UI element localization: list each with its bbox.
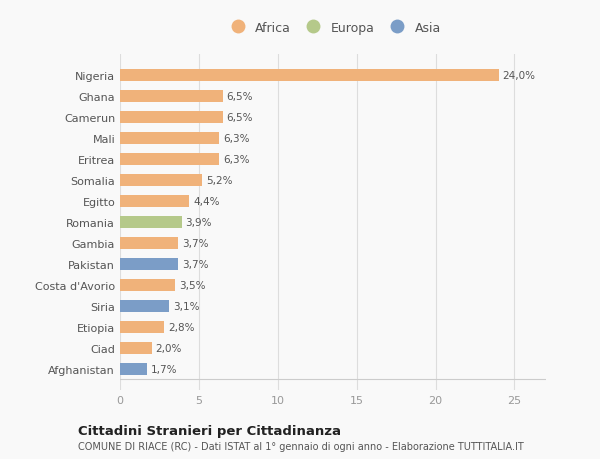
Text: 2,0%: 2,0% xyxy=(155,343,182,353)
Text: 2,8%: 2,8% xyxy=(168,322,194,332)
Text: 6,5%: 6,5% xyxy=(227,92,253,102)
Bar xyxy=(120,196,190,207)
Bar xyxy=(120,91,223,103)
Bar xyxy=(120,301,169,312)
Bar xyxy=(120,342,152,354)
Legend: Africa, Europa, Asia: Africa, Europa, Asia xyxy=(221,18,445,38)
Text: 4,4%: 4,4% xyxy=(193,197,220,207)
Text: 5,2%: 5,2% xyxy=(206,176,232,186)
Bar xyxy=(120,259,178,270)
Text: 1,7%: 1,7% xyxy=(151,364,177,374)
Text: 3,9%: 3,9% xyxy=(185,218,212,228)
Text: 3,5%: 3,5% xyxy=(179,280,206,291)
Bar xyxy=(120,322,164,333)
Text: COMUNE DI RIACE (RC) - Dati ISTAT al 1° gennaio di ogni anno - Elaborazione TUTT: COMUNE DI RIACE (RC) - Dati ISTAT al 1° … xyxy=(78,441,524,451)
Bar xyxy=(120,175,202,186)
Bar xyxy=(120,364,147,375)
Text: 3,1%: 3,1% xyxy=(173,302,199,311)
Bar xyxy=(120,70,499,82)
Text: 24,0%: 24,0% xyxy=(503,71,536,81)
Bar xyxy=(120,112,223,123)
Text: 6,5%: 6,5% xyxy=(227,113,253,123)
Bar xyxy=(120,133,220,145)
Bar xyxy=(120,154,220,166)
Bar xyxy=(120,280,175,291)
Text: Cittadini Stranieri per Cittadinanza: Cittadini Stranieri per Cittadinanza xyxy=(78,424,341,437)
Bar xyxy=(120,238,178,249)
Text: 6,3%: 6,3% xyxy=(223,155,250,165)
Text: 3,7%: 3,7% xyxy=(182,259,209,269)
Bar xyxy=(120,217,182,229)
Text: 3,7%: 3,7% xyxy=(182,239,209,248)
Text: 6,3%: 6,3% xyxy=(223,134,250,144)
